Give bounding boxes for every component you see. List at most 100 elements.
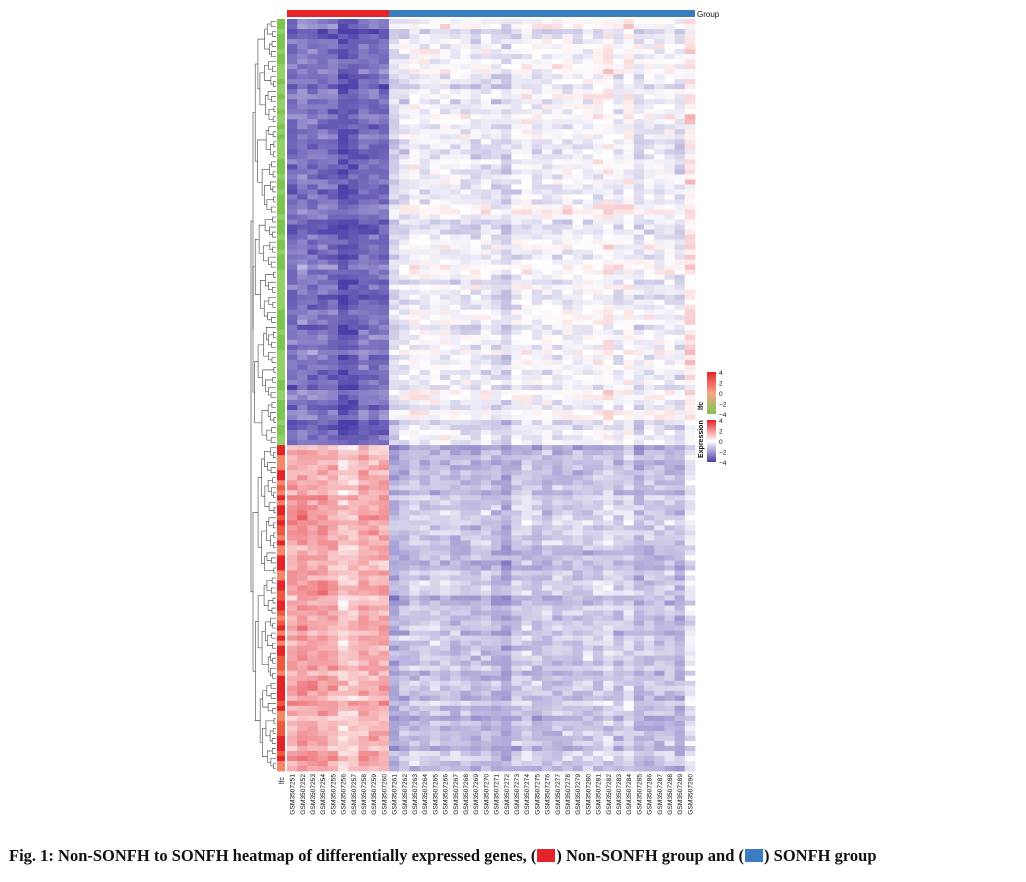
heatmap-cell: [460, 154, 471, 160]
heatmap-cell: [419, 510, 431, 516]
heatmap-cell: [287, 219, 298, 225]
heatmap-cell: [440, 284, 451, 291]
heatmap-cell: [501, 89, 512, 95]
heatmap-cell: [317, 109, 329, 115]
heatmap-cell: [480, 374, 492, 381]
heatmap-cell: [378, 425, 390, 431]
heatmap-cell: [297, 289, 308, 296]
heatmap-cell: [613, 34, 624, 40]
heatmap-cell: [470, 475, 482, 481]
heatmap-cell: [358, 79, 369, 85]
heatmap-cell: [317, 445, 329, 451]
lfc-cell: [277, 384, 285, 391]
heatmap-cell: [674, 329, 686, 336]
lfc-cell: [277, 319, 285, 326]
heatmap-cell: [429, 570, 441, 576]
heatmap-cell: [307, 400, 318, 406]
heatmap-cell: [358, 184, 369, 190]
heatmap-cell: [419, 505, 431, 511]
heatmap-cell: [491, 259, 502, 266]
heatmap-cell: [368, 344, 380, 351]
heatmap-cell: [358, 374, 369, 381]
heatmap-cell: [572, 114, 584, 120]
heatmap-cell: [307, 600, 318, 606]
heatmap-cell: [450, 354, 461, 361]
heatmap-cell: [317, 34, 329, 40]
heatmap-cell: [491, 149, 502, 155]
dendrogram-branch: [271, 577, 276, 584]
heatmap-cell: [572, 174, 584, 180]
heatmap-cell: [684, 389, 696, 396]
heatmap-cell: [317, 199, 329, 205]
heatmap-cell: [460, 410, 471, 416]
heatmap-cell: [358, 159, 369, 165]
heatmap-cell: [327, 219, 339, 225]
heatmap-cell: [491, 495, 502, 501]
heatmap-cell: [368, 139, 380, 145]
heatmap-cell: [633, 164, 645, 170]
heatmap-cell: [674, 159, 686, 165]
heatmap-cell: [674, 274, 686, 281]
heatmap-cell: [552, 214, 563, 220]
heatmap-cell: [531, 199, 543, 205]
heatmap-cell: [429, 44, 441, 50]
heatmap-cell: [491, 89, 502, 95]
heatmap-cell: [368, 59, 380, 65]
heatmap-cell: [287, 139, 298, 145]
heatmap-cell: [664, 324, 675, 331]
heatmap-cell: [603, 44, 614, 50]
heatmap-cell: [531, 299, 543, 306]
heatmap-cell: [501, 289, 512, 296]
heatmap-cell: [664, 550, 675, 556]
heatmap-cell: [460, 84, 471, 90]
heatmap-cell: [521, 400, 533, 406]
heatmap-cell: [623, 89, 635, 95]
heatmap-cell: [491, 244, 502, 251]
heatmap-cell: [674, 450, 686, 456]
heatmap-cell: [582, 505, 594, 511]
heatmap-cell: [572, 455, 584, 461]
heatmap-cell: [613, 69, 624, 75]
lfc-cell: [277, 495, 285, 501]
heatmap-cell: [623, 339, 635, 346]
heatmap-cell: [542, 314, 553, 321]
heatmap-cell: [338, 54, 349, 60]
heatmap-cell: [654, 29, 665, 35]
heatmap-cell: [419, 139, 431, 145]
heatmap-cell: [633, 585, 645, 591]
heatmap-cell: [368, 149, 380, 155]
heatmap-cell: [542, 34, 553, 40]
heatmap-cell: [582, 104, 594, 110]
heatmap-cell: [419, 495, 431, 501]
lfc-cell: [277, 194, 285, 200]
heatmap-cell: [684, 109, 696, 115]
heatmap-cell: [623, 84, 635, 90]
heatmap-cell: [399, 384, 410, 391]
heatmap-cell: [491, 364, 502, 371]
heatmap-cell: [378, 329, 390, 336]
heatmap-cell: [491, 304, 502, 311]
heatmap-cell: [419, 294, 431, 301]
heatmap-cell: [674, 39, 686, 45]
heatmap-cell: [470, 334, 482, 341]
heatmap-cell: [644, 329, 655, 336]
heatmap-cell: [317, 129, 329, 135]
heatmap-cell: [562, 319, 573, 326]
heatmap-cell: [582, 585, 594, 591]
heatmap-cell: [582, 139, 594, 145]
dendrogram-branch: [268, 126, 276, 135]
heatmap-cell: [531, 349, 543, 356]
heatmap-cell: [531, 219, 543, 225]
heatmap-cell: [552, 154, 563, 160]
heatmap-cell: [521, 294, 533, 301]
heatmap-cell: [654, 44, 665, 50]
heatmap-cell: [348, 550, 359, 556]
heatmap-cell: [684, 269, 696, 276]
heatmap-cell: [307, 354, 318, 361]
heatmap-cell: [348, 450, 359, 456]
heatmap-cell: [317, 239, 329, 245]
heatmap-cell: [491, 389, 502, 396]
heatmap-cell: [287, 510, 298, 516]
heatmap-cell: [613, 465, 624, 471]
heatmap-cell: [317, 374, 329, 381]
